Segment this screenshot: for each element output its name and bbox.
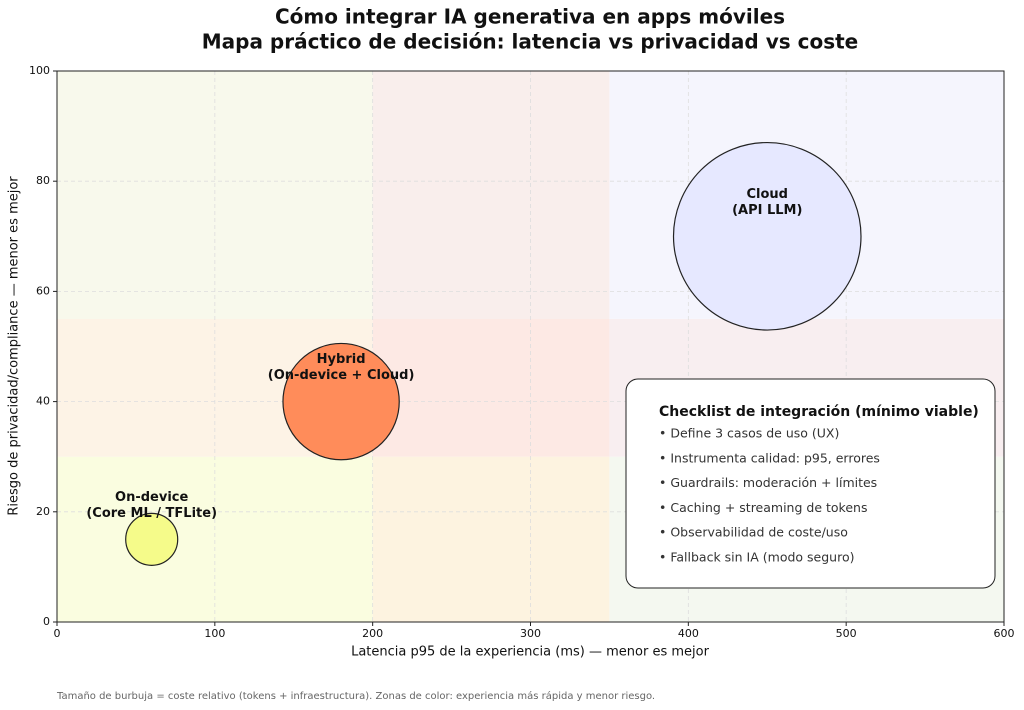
- plot-frame: [56, 70, 1005, 623]
- y-tick-label: 0: [43, 615, 50, 628]
- y-tick-label: 60: [36, 284, 50, 297]
- y-tick-label: 40: [36, 395, 50, 408]
- y-axis-label: Riesgo de privacidad/compliance — menor …: [7, 176, 22, 516]
- checklist-item: • Observabilidad de coste/uso: [659, 525, 848, 540]
- zone: [372, 318, 610, 457]
- bubble: [282, 342, 400, 461]
- chart-title: Cómo integrar IA generativa en apps móvi…: [275, 5, 785, 29]
- checklist-item: • Guardrails: moderación + límites: [659, 475, 877, 490]
- checklist-title: Checklist de integración (mínimo viable): [659, 404, 979, 420]
- x-tick-label: 300: [520, 627, 541, 640]
- bubble: [672, 141, 862, 331]
- bubble-label: (API LLM): [732, 203, 802, 218]
- checklist-item: • Caching + streaming de tokens: [659, 500, 867, 515]
- bubble: [125, 512, 179, 566]
- y-tick-label: 100: [29, 64, 50, 77]
- y-tick-label: 80: [36, 174, 50, 187]
- bubble-label: (Core ML / TFLite): [86, 506, 217, 521]
- chart-subtitle: Mapa práctico de decisión: latencia vs p…: [202, 30, 859, 54]
- checklist-item: • Fallback sin IA (modo seguro): [659, 550, 854, 565]
- bubble-label: (On-device + Cloud): [268, 368, 415, 383]
- checklist-item: • Instrumenta calidad: p95, errores: [659, 450, 880, 465]
- x-tick-label: 400: [678, 627, 699, 640]
- x-tick-label: 500: [836, 627, 857, 640]
- zone: [372, 71, 610, 319]
- x-tick-label: 100: [204, 627, 225, 640]
- checklist-box: [625, 378, 996, 589]
- bubble-label: Hybrid: [317, 352, 366, 367]
- y-tick-label: 20: [36, 505, 50, 518]
- x-tick-label: 0: [54, 627, 61, 640]
- x-tick-label: 200: [362, 627, 383, 640]
- bubble-label: On-device: [115, 490, 188, 505]
- x-tick-label: 600: [994, 627, 1015, 640]
- footnote: Tamaño de burbuja = coste relativo (toke…: [56, 690, 655, 702]
- x-axis-label: Latencia p95 de la experiencia (ms) — me…: [351, 645, 709, 660]
- checklist-item: • Define 3 casos de uso (UX): [659, 426, 839, 441]
- bubble-label: Cloud: [747, 187, 789, 202]
- zone: [372, 456, 610, 622]
